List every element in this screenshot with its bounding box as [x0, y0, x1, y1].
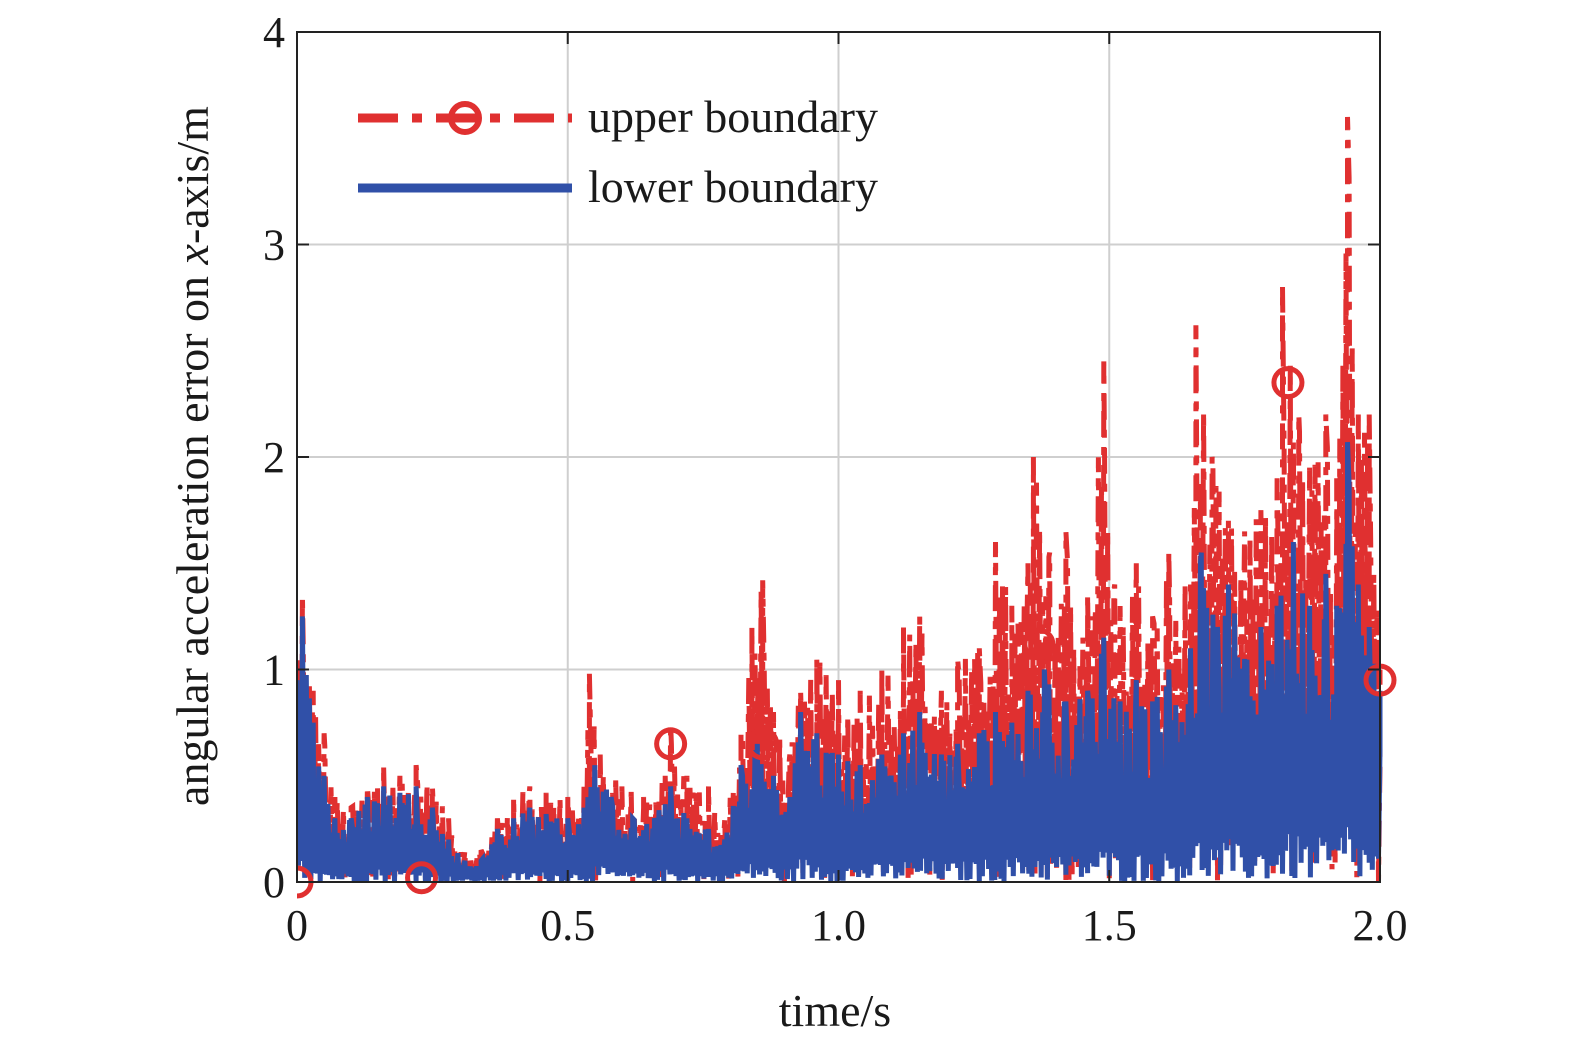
- legend: upper boundary lower boundary: [358, 91, 878, 212]
- series-upper-marker: [746, 727, 780, 761]
- x-tick-label: 0.5: [540, 901, 595, 950]
- legend-item-upper: upper boundary: [358, 91, 878, 142]
- series-upper-marker: [1271, 366, 1305, 400]
- series-upper-marker: [1022, 627, 1056, 661]
- x-tick-labels: 0 0.5 1.0 1.5 2.0: [286, 901, 1408, 950]
- y-axis-title-part-3: -axis/m: [167, 106, 218, 244]
- y-tick-label: 0: [263, 858, 285, 907]
- x-tick-label: 1.5: [1082, 901, 1137, 950]
- series-upper-marker: [405, 861, 439, 895]
- legend-label-upper: upper boundary: [588, 91, 878, 142]
- y-tick-label: 4: [263, 8, 285, 57]
- x-tick-label: 0: [286, 901, 308, 950]
- axis-ticks: [296, 31, 1381, 883]
- legend-marker-upper: [448, 101, 482, 135]
- legend-item-lower: lower boundary: [358, 161, 878, 212]
- plot-area: [297, 116, 1397, 899]
- y-tick-label: 1: [263, 646, 285, 695]
- legend-label-lower: lower boundary: [588, 161, 878, 212]
- x-axis-title: time/s: [779, 985, 891, 1036]
- y-tick-label: 3: [263, 221, 285, 270]
- y-tick-label: 2: [263, 433, 285, 482]
- y-axis-title: angular acceleration error on x-axis/m: [167, 106, 218, 806]
- y-axis-title-part-2: x: [167, 243, 218, 265]
- x-tick-label: 1.0: [811, 901, 866, 950]
- x-tick-label: 2.0: [1353, 901, 1408, 950]
- y-axis-title-part-1: angular acceleration error on: [167, 264, 218, 805]
- series-upper-marker: [654, 727, 688, 761]
- y-tick-labels: 0 1 2 3 4: [263, 8, 285, 907]
